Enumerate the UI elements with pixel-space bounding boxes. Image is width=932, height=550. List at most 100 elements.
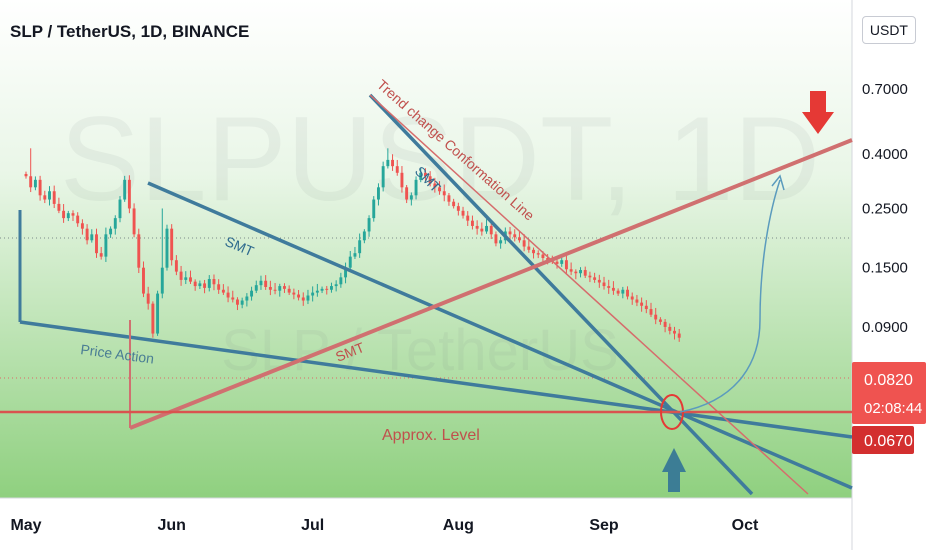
candle-up <box>250 290 254 297</box>
price-tags: 0.0820 02:08:44 0.0670 <box>852 362 926 454</box>
candle-down <box>456 206 460 211</box>
candle-down <box>626 289 629 297</box>
candle-up <box>278 286 282 291</box>
candle-down <box>132 208 136 235</box>
candle-down <box>395 166 399 173</box>
drawings <box>0 91 853 496</box>
candle-down <box>555 261 559 264</box>
candle-down <box>24 173 28 177</box>
candle-down <box>541 254 545 259</box>
candle-up <box>240 300 244 305</box>
candle-up <box>499 240 503 244</box>
candle-down <box>536 253 540 255</box>
candle-down <box>480 228 484 232</box>
candle-down <box>400 172 404 188</box>
candle-down <box>292 292 296 295</box>
candle-down <box>203 283 207 288</box>
candle-up <box>207 279 211 288</box>
candle-up <box>311 292 315 296</box>
candle-down <box>428 176 432 184</box>
candle-down <box>226 292 230 298</box>
candle-up <box>66 213 70 219</box>
chart-title: SLP / TetherUS, 1D, BINANCE <box>10 22 250 41</box>
candle-up <box>367 218 371 232</box>
candle-up <box>334 284 338 287</box>
candle-up <box>113 218 117 229</box>
candle-down <box>442 191 446 196</box>
candle-up <box>381 166 385 188</box>
candle-down <box>470 220 474 226</box>
current-price-value: 0.0820 <box>864 372 913 389</box>
down-arrow-icon <box>802 91 834 134</box>
currency-unit-button[interactable]: USDT <box>861 16 916 44</box>
candle-down <box>38 179 42 196</box>
candle-down <box>466 215 470 221</box>
candle-down <box>52 191 56 204</box>
y-tick-label: 0.7000 <box>862 81 908 98</box>
candle-down <box>475 225 479 229</box>
candle-down <box>461 210 465 216</box>
x-tick-label: Oct <box>732 517 759 534</box>
candle-down <box>447 195 451 202</box>
candle-down <box>231 297 235 300</box>
candle-up <box>362 231 366 241</box>
candle-down <box>283 286 286 289</box>
candle-down <box>85 228 89 241</box>
candle-down <box>508 231 512 235</box>
candle-down <box>99 253 103 257</box>
approx-level-tag <box>852 426 914 454</box>
candle-up <box>48 191 51 200</box>
candle-down <box>325 288 329 290</box>
candle-down <box>433 183 437 188</box>
candle-up <box>259 280 263 286</box>
candle-down <box>452 201 456 207</box>
candle-down <box>287 288 291 293</box>
candle-down <box>301 297 305 301</box>
candle-down <box>611 287 615 291</box>
x-tick-label: May <box>10 517 41 534</box>
candle-down <box>668 326 672 331</box>
candle-down <box>71 213 75 216</box>
candle-down <box>494 234 498 244</box>
candle-down <box>489 225 493 235</box>
candle-down <box>217 284 221 290</box>
countdown-value: 02:08:44 <box>864 400 922 417</box>
candle-up <box>358 240 362 254</box>
candle-down <box>569 269 573 272</box>
candle-down <box>517 237 521 241</box>
candle-down <box>607 286 611 288</box>
candle-down <box>677 333 681 338</box>
candle-up <box>353 253 357 257</box>
candle-up <box>320 288 324 291</box>
candle-down <box>513 234 517 238</box>
x-tick-label: Jul <box>301 517 324 534</box>
trend-change-line <box>369 94 809 495</box>
candle-up <box>414 179 418 196</box>
candle-down <box>236 299 239 305</box>
candle-down <box>297 294 301 298</box>
candle-up <box>90 234 94 241</box>
candle-down <box>583 270 587 276</box>
time-axis[interactable]: May Jun Jul Aug Sep Oct <box>10 517 759 534</box>
candle-down <box>602 282 606 287</box>
candle-up <box>419 172 423 180</box>
candle-up <box>184 277 188 280</box>
candle-down <box>273 289 277 291</box>
candle-down <box>597 279 601 283</box>
watermark-sub: SLP / TetherUS <box>221 318 619 383</box>
candle-down <box>189 277 192 282</box>
price-axis[interactable]: 0.7000 0.4000 0.2500 0.1500 0.0900 <box>862 81 908 336</box>
smt-line-2 <box>368 93 754 496</box>
candle-up <box>306 295 310 301</box>
candle-up <box>123 179 127 200</box>
candle-down <box>640 302 644 306</box>
candle-down <box>174 260 178 272</box>
y-tick-label: 0.4000 <box>862 146 908 163</box>
candle-up <box>330 286 333 290</box>
candle-down <box>264 280 268 287</box>
candle-up <box>372 199 376 219</box>
projection-curve <box>679 179 781 413</box>
candlestick-series <box>24 148 681 342</box>
